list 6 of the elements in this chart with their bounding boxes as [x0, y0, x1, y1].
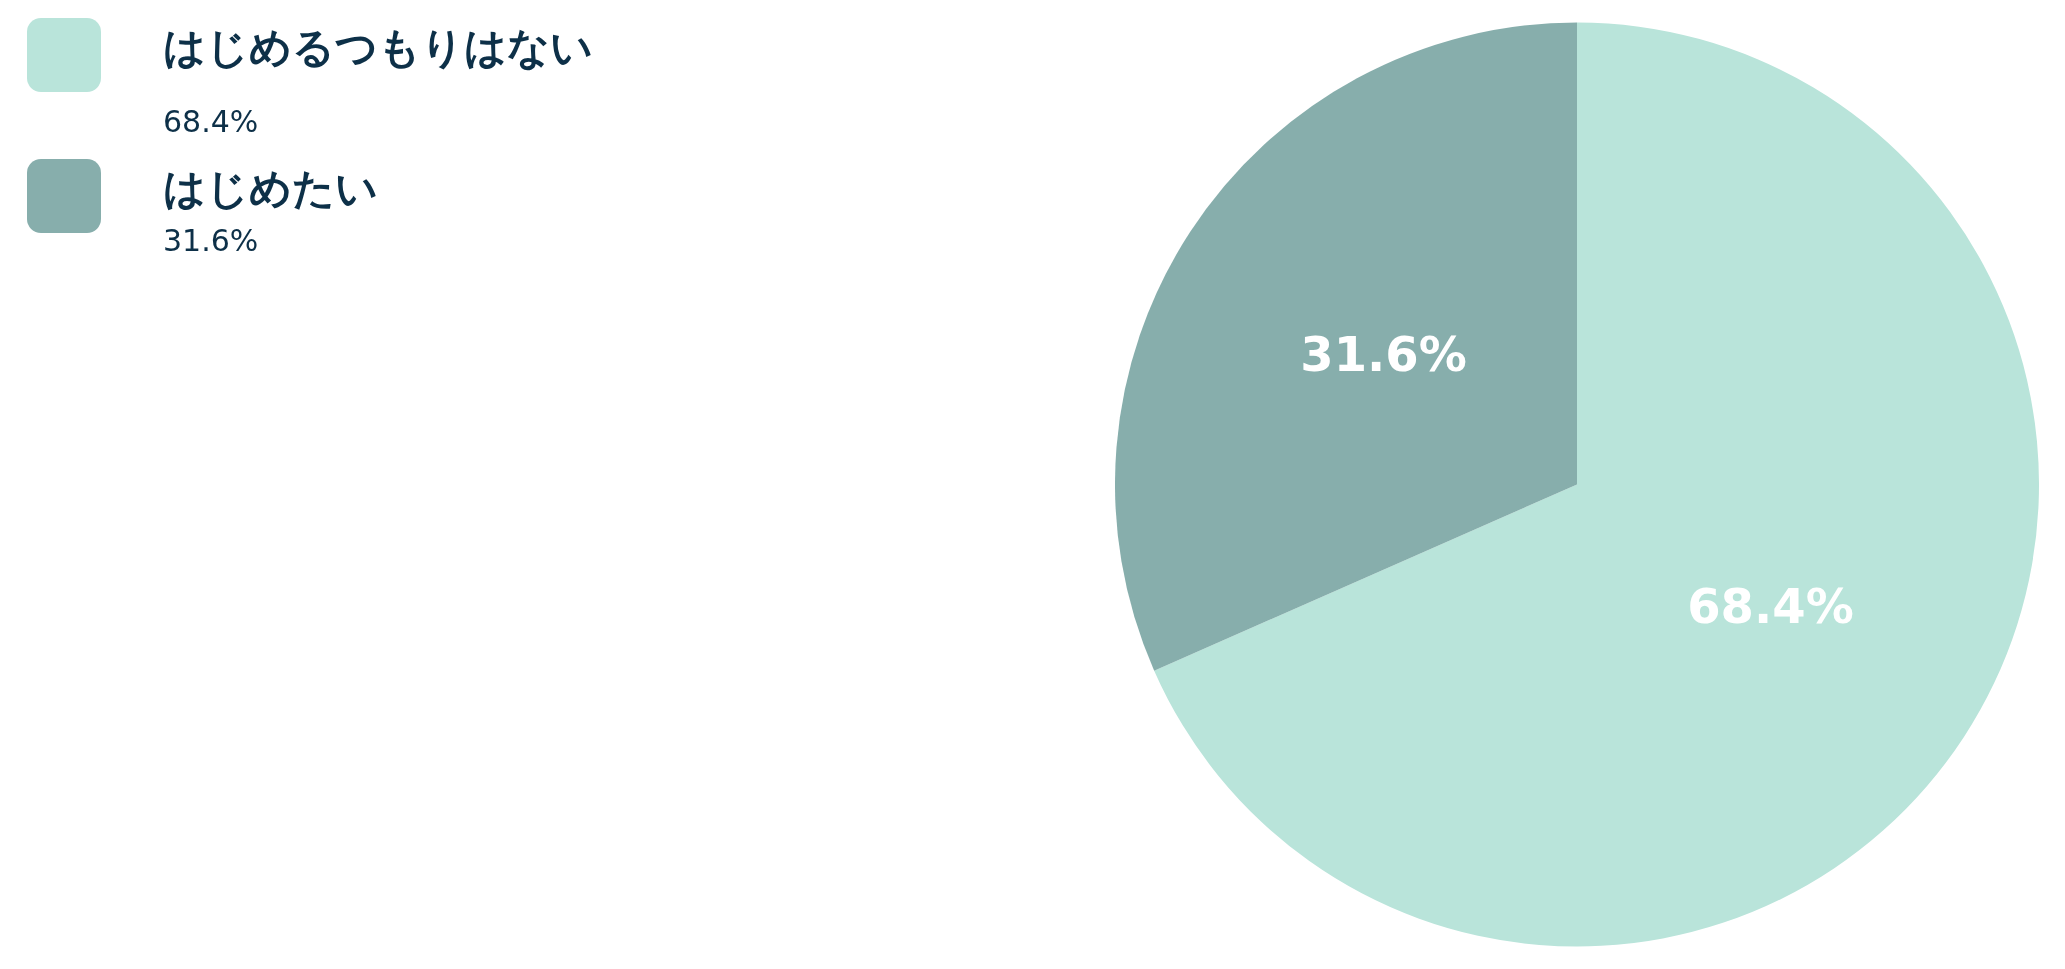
- text: 68.4%: [163, 104, 259, 139]
- legend-label: はじめたい: [163, 163, 378, 215]
- data-label: 68.4%: [1687, 578, 1854, 635]
- data-label: 31.6%: [1300, 325, 1467, 382]
- legend-label: はじめるつもりはない: [163, 22, 593, 74]
- text: 31.6%: [163, 223, 259, 258]
